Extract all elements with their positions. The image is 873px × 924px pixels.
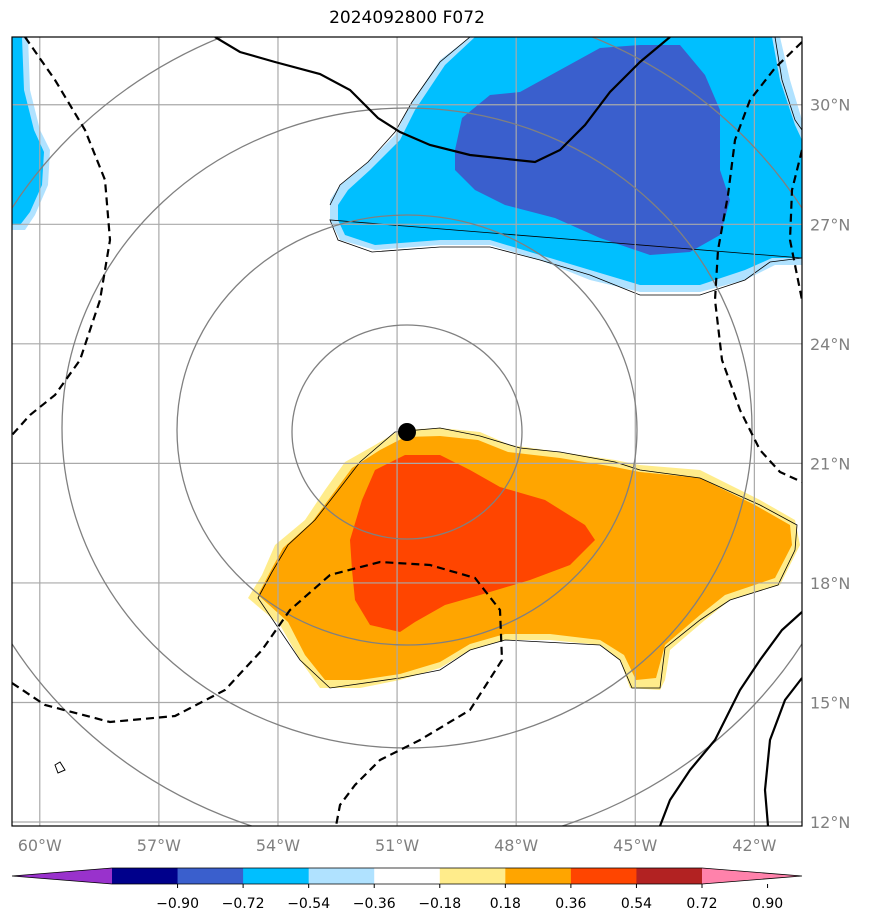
colorbar-tick-label: 0.18: [490, 896, 521, 912]
lon-tick-label: 42°W: [732, 836, 776, 855]
longitude-tick-labels: 60°W 57°W 54°W 51°W 48°W 45°W 42°W: [18, 836, 777, 855]
colorbar-tick-label: −0.36: [353, 896, 396, 912]
plot-frame: [11, 36, 803, 827]
solid-contour-southeast-1: [658, 611, 802, 826]
lat-tick-label: 15°N: [810, 693, 850, 712]
colorbar-extend-high: [702, 868, 802, 884]
lon-tick-label: 48°W: [494, 836, 538, 855]
lat-tick-label: 21°N: [810, 454, 850, 473]
colorbar-tick-label: −0.90: [156, 896, 199, 912]
dashed-contours: [12, 37, 802, 826]
lon-tick-label: 57°W: [137, 836, 181, 855]
small-island-outline: [54, 761, 66, 774]
lat-tick-label: 12°N: [810, 813, 850, 832]
range-ring-2: [176, 214, 638, 646]
colorbar-swatch: [374, 868, 441, 884]
colorbar-tick-label: 0.72: [686, 896, 717, 912]
negative-anomaly-dark: [455, 45, 730, 255]
colorbar-tick-label: −0.72: [222, 896, 265, 912]
lat-tick-label: 30°N: [810, 96, 850, 115]
colorbar-swatch: [308, 868, 375, 884]
colorbar-outline: [11, 867, 803, 885]
colorbar-swatch: [243, 868, 310, 884]
lon-tick-label: 45°W: [613, 836, 657, 855]
colorbar-tick-label: −0.54: [287, 896, 330, 912]
lat-tick-label: 18°N: [810, 574, 850, 593]
colorbar-swatch: [177, 868, 244, 884]
colorbar-swatch: [505, 868, 572, 884]
lon-tick-label: 54°W: [256, 836, 300, 855]
colorbar-tick-label: 0.36: [555, 896, 586, 912]
gridlines: [12, 37, 802, 826]
lat-tick-label: 27°N: [810, 215, 850, 234]
map-title: 2024092800 F072: [329, 8, 485, 28]
colorbar-swatch: [112, 868, 179, 884]
colorbar-swatch: [439, 868, 506, 884]
positive-anomaly-region: [248, 428, 800, 690]
colorbar-tick-label: 0.54: [621, 896, 652, 912]
negative-outline: [329, 37, 802, 296]
lat-tick-label: 24°N: [810, 335, 850, 354]
colorbar-extend-low: [12, 868, 112, 884]
anomaly-outline: [257, 427, 798, 689]
range-rings: [12, 37, 802, 826]
dashed-contour-west: [12, 37, 112, 436]
lon-tick-label: 51°W: [375, 836, 419, 855]
dashed-contour-east-edge: [788, 149, 802, 301]
solid-contour-southeast-2: [763, 677, 802, 826]
colorbar: −0.90 −0.72 −0.54 −0.36 −0.18 0.18 0.36 0.54 0.7…: [11, 867, 803, 912]
colorbar-swatch: [636, 868, 703, 884]
colorbar-swatch: [570, 868, 637, 884]
range-ring-1: [291, 324, 523, 540]
dashed-contour-east: [713, 41, 802, 484]
latitude-tick-labels: 30°N 27°N 24°N 21°N 18°N 15°N 12°N: [810, 96, 850, 832]
range-ring-3: [61, 107, 753, 749]
negative-anomaly-left-strip-inner: [12, 37, 44, 225]
solid-contours: [214, 37, 802, 826]
colorbar-tick-label: −0.18: [418, 896, 461, 912]
lon-tick-label: 60°W: [18, 836, 62, 855]
map-plot-area: [12, 37, 802, 826]
dashed-contour-south: [12, 560, 504, 826]
center-marker: [398, 423, 416, 441]
negative-anomaly-region: [12, 37, 802, 292]
colorbar-tick-label: 0.90: [752, 896, 783, 912]
solid-contour-north: [214, 37, 671, 164]
positive-anomaly-dark: [350, 455, 595, 632]
